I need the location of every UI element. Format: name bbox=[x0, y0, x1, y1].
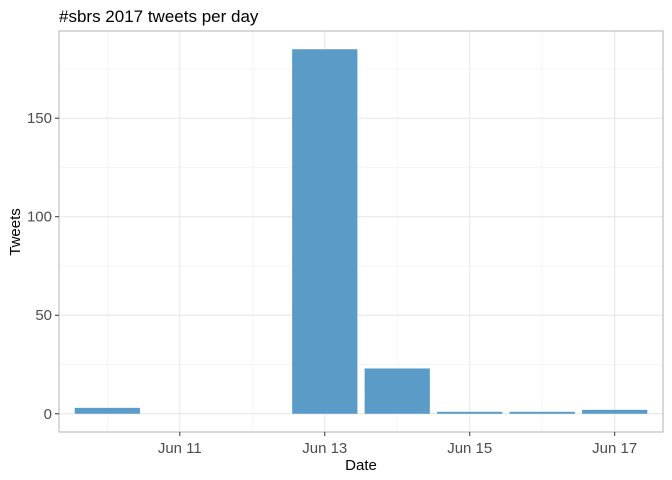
bar-2017-06-15 bbox=[437, 411, 503, 414]
x-axis-title: Date bbox=[345, 457, 377, 474]
y-tick-label: 150 bbox=[27, 110, 52, 127]
y-axis-title: Tweets bbox=[7, 208, 24, 256]
x-tick-label: Jun 11 bbox=[158, 440, 202, 457]
bar-2017-06-13 bbox=[292, 49, 358, 414]
x-tick-label: Jun 13 bbox=[302, 440, 347, 457]
bar-2017-06-10 bbox=[74, 407, 140, 414]
chart-title: #sbrs 2017 tweets per day bbox=[59, 7, 259, 26]
x-tick-label: Jun 17 bbox=[592, 440, 637, 457]
bar-2017-06-14 bbox=[364, 368, 430, 414]
bar-2017-06-17 bbox=[582, 409, 648, 414]
bars bbox=[74, 49, 648, 414]
y-tick-label: 100 bbox=[27, 209, 52, 226]
grid bbox=[59, 31, 663, 432]
y-axis-ticks: 0 50 100 150 bbox=[27, 110, 59, 423]
x-axis-ticks: Jun 11 Jun 13 Jun 15 Jun 17 bbox=[158, 432, 637, 457]
x-tick-label: Jun 15 bbox=[447, 440, 492, 457]
y-tick-label: 0 bbox=[44, 406, 52, 423]
panel-border bbox=[58, 30, 664, 433]
bar-2017-06-16 bbox=[509, 411, 575, 414]
y-tick-label: 50 bbox=[35, 307, 52, 324]
